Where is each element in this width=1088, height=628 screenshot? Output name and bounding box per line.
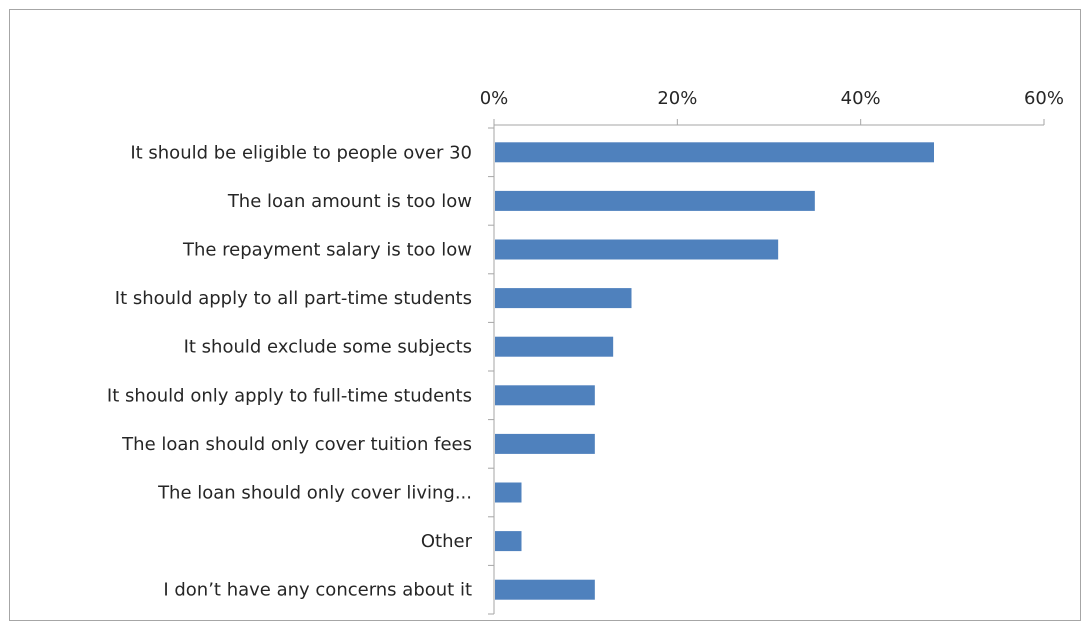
bar [495,190,815,211]
x-tick-label: 20% [657,88,697,109]
category-label: It should exclude some subjects [184,337,472,358]
category-label: The repayment salary is too low [182,240,472,261]
bar [495,142,934,163]
category-label: It should apply to all part-time student… [115,288,472,309]
category-label: The loan should only cover living... [157,483,472,504]
category-label: I don’t have any concerns about it [163,580,472,601]
x-tick-label: 40% [841,88,881,109]
category-label: It should be eligible to people over 30 [130,142,472,163]
x-tick-label: 0% [480,88,509,109]
category-label: The loan amount is too low [227,191,472,212]
bar [495,482,522,503]
category-label: Other [421,531,473,552]
bar [495,531,522,552]
bar [495,288,632,309]
bar [495,433,595,454]
x-tick-label: 60% [1024,88,1064,109]
chart-frame [9,9,1081,621]
category-label: The loan should only cover tuition fees [121,434,472,455]
bar [495,579,595,600]
bar [495,239,779,260]
bar [495,385,595,406]
bar [495,336,614,357]
category-label: It should only apply to full-time studen… [107,385,472,406]
